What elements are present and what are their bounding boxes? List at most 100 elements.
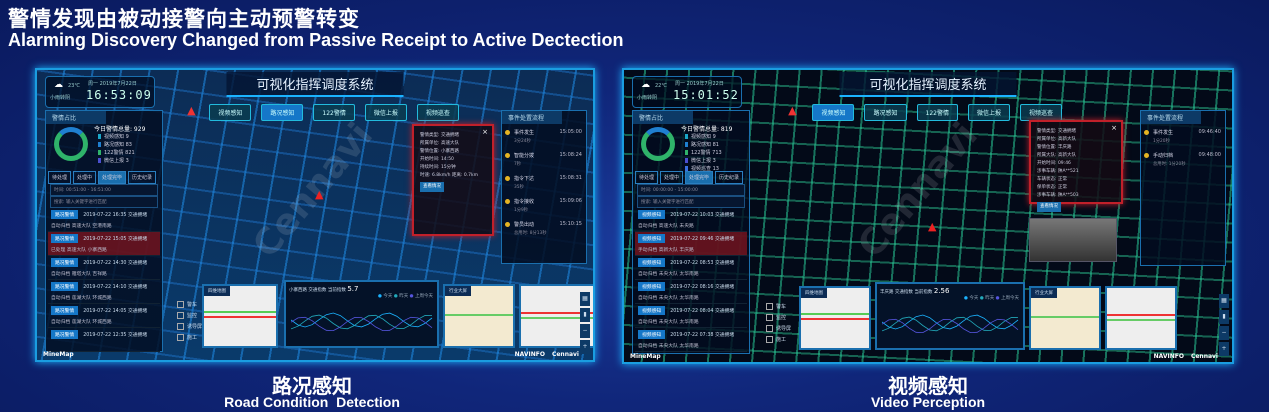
mini-map-navinfo[interactable]: 四维地图 xyxy=(202,284,278,348)
road-line xyxy=(445,314,513,316)
mini-map-industry[interactable]: 行业大屏 xyxy=(1029,286,1101,350)
chart-title: 小寨西路 交通指数 xyxy=(289,288,327,293)
status-tab-2[interactable]: 处理完毕 xyxy=(98,171,127,184)
legend-value: 713 xyxy=(712,150,722,156)
legend-item: 视频巡查 13 xyxy=(685,165,722,173)
road-line xyxy=(521,312,593,314)
layer-1[interactable]: 监控 xyxy=(766,315,786,321)
event-item[interactable]: 视频感知 2019-07-22 09:46 交通拥堵 手动归档 高新大队 丰庆路 xyxy=(635,232,747,256)
event-item[interactable]: 路况警情 2019-07-22 12:35 交通拥堵 xyxy=(48,328,160,352)
warning-icon: ▲ xyxy=(788,104,797,117)
chart-current-label: 当前指数 xyxy=(327,288,346,293)
zoom-out-button[interactable]: − xyxy=(580,324,590,338)
event-row-1: 视频感知 2019-07-22 08:16 交通拥堵 xyxy=(638,282,744,291)
status-tab-0[interactable]: 待处理 xyxy=(635,171,659,184)
event-row-1: 路况警情 2019-07-22 16:35 交通拥堵 xyxy=(51,210,157,219)
event-flow-panel: 事件处置流程 09:46:40 事件发生 1分20秒 09:48:00 手动归档 总用时: … xyxy=(1140,110,1226,266)
event-item[interactable]: 视频感知 2019-07-22 08:53 交通拥堵 自动归档 未央大队 太华南路 xyxy=(635,256,747,280)
layer-1[interactable]: 监控 xyxy=(177,313,197,319)
legend-item: 路况感知 81 xyxy=(685,141,722,149)
event-row-1: 路况警情 2019-07-22 14:10 交通拥堵 xyxy=(51,282,157,291)
navinfo-logo: NAVINFO xyxy=(514,351,545,358)
legend-swatch xyxy=(685,150,688,155)
tab-3[interactable]: 微信上报 xyxy=(364,104,407,121)
mini-map-industry[interactable]: 行业大屏 xyxy=(443,284,515,348)
layers-icon[interactable]: ▦ xyxy=(580,292,590,306)
event-item[interactable]: 视频感知 2019-07-22 08:04 交通拥堵 自动归档 未央大队 太华南路 xyxy=(635,304,747,328)
event-item[interactable]: 路况警情 2019-07-22 14:10 交通拥堵 自动归档 莲湖大队 环城西路 xyxy=(48,280,160,304)
time-range-field[interactable]: 时间: 00:51:00 - 16:51:00 xyxy=(50,184,158,196)
layer-2[interactable]: 诱导屏 xyxy=(766,326,791,332)
layers-icon[interactable]: ▦ xyxy=(1219,294,1229,308)
event-item[interactable]: 路况警情 2019-07-22 16:35 交通拥堵自动归档 高速大队 空港南路 xyxy=(48,208,160,232)
legend-item: 微信上报 3 xyxy=(685,157,722,165)
status-tab-1[interactable]: 处理中 xyxy=(73,171,97,184)
popup-line: 所属大队: 高新大队 xyxy=(1037,153,1076,158)
legend-item: 122警情 713 xyxy=(685,149,722,157)
mini-map-navinfo[interactable]: 四维地图 xyxy=(799,286,871,350)
event-item[interactable]: 路况警情 2019-07-22 14:05 交通拥堵 自动归档 莲湖大队 环城西路 xyxy=(48,304,160,328)
popup-line: 所属单位: 高速大队 xyxy=(420,141,459,146)
event-item[interactable]: 视频感知 2019-07-22 10:03 交通拥堵 自动归档 高速大队 未央路 xyxy=(635,208,747,232)
search-input[interactable]: 搜索: 输入关键字进行匹配 xyxy=(637,196,745,208)
legend-item: 微信上报 3 xyxy=(98,157,135,165)
status-tab-3[interactable]: 历史纪录 xyxy=(715,171,744,184)
event-item[interactable]: 路况警情 2019-07-22 15:05 交通拥堵 已处理 高速大队 小寨西路 xyxy=(48,232,160,256)
zoom-in-button[interactable]: + xyxy=(580,340,590,354)
camera-video-feed[interactable] xyxy=(1029,218,1117,262)
alarm-stats-panel: 警情占比 今日警情总量: 929 视频感知 9 路况感知 83 122警情 821 微信上… xyxy=(45,110,163,352)
mini-map-detail[interactable] xyxy=(1105,286,1177,350)
status-tab-3[interactable]: 历史纪录 xyxy=(128,171,157,184)
layer-0[interactable]: 警车 xyxy=(177,302,197,308)
legend-swatch xyxy=(98,158,101,163)
legend-swatch xyxy=(685,158,688,163)
legend-value: 3 xyxy=(125,158,129,164)
time-range-field[interactable]: 时间: 00:00:00 - 15:00:00 xyxy=(637,184,745,196)
tab-2[interactable]: 122警情 xyxy=(916,104,958,121)
layer-0[interactable]: 警车 xyxy=(766,304,786,310)
alarm-marker-icon[interactable]: ▲ xyxy=(315,188,324,201)
close-icon[interactable]: × xyxy=(482,128,488,136)
view-situation-button[interactable]: 查看情况 xyxy=(1037,202,1061,212)
event-detail: 自动归档 高速大队 空港南路 xyxy=(51,224,112,229)
event-item[interactable]: 路况警情 2019-07-22 14:30 交通拥堵 自动归档 雁塔大队 吉祥路 xyxy=(48,256,160,280)
search-input[interactable]: 搜索: 输入关键字进行匹配 xyxy=(50,196,158,208)
event-item[interactable]: 视频感知 2019-07-22 08:16 交通拥堵 自动归档 未央大队 太华南路 xyxy=(635,280,747,304)
view-situation-button[interactable]: 查看情况 xyxy=(420,182,444,192)
flow-step-sub: 总用时: 8分13秒 xyxy=(514,231,547,236)
total-alarms: 今日警情总量: 819 xyxy=(681,126,733,133)
layer-3[interactable]: 施工 xyxy=(177,335,197,341)
tab-3[interactable]: 微信上报 xyxy=(967,104,1010,121)
tab-0[interactable]: 视频感知 xyxy=(812,104,855,121)
legend-value: 9 xyxy=(712,134,716,140)
layer-2[interactable]: 诱导屏 xyxy=(177,324,202,330)
close-icon[interactable]: × xyxy=(1111,124,1117,132)
tab-1[interactable]: 路况感知 xyxy=(261,104,304,121)
event-badge: 视频感知 xyxy=(638,234,666,243)
tab-4[interactable]: 视频巡查 xyxy=(1019,104,1062,121)
mini-map-label: 四维地图 xyxy=(801,288,827,298)
event-item[interactable]: 视频感知 2019-07-22 07:38 交通拥堵 自动归档 未央大队 太华南路 xyxy=(635,328,747,352)
event-time: 2019-07-22 09:46 xyxy=(670,237,714,242)
status-tab-1[interactable]: 处理中 xyxy=(660,171,684,184)
zoom-in-button[interactable]: + xyxy=(1219,342,1229,356)
alarm-marker-icon[interactable]: ▲ xyxy=(928,220,937,233)
tab-2[interactable]: 122警情 xyxy=(313,104,355,121)
traffic-icon[interactable]: ▮ xyxy=(1219,310,1229,324)
tab-1[interactable]: 路况感知 xyxy=(864,104,907,121)
event-type: 交通拥堵 xyxy=(714,261,735,266)
tab-0[interactable]: 视频感知 xyxy=(209,104,252,121)
event-badge: 路况警情 xyxy=(51,258,79,267)
traffic-index-chart: 小寨西路 交通指数 当前指数 5.7 ● 今天 ● 昨天 ● 上周今天 xyxy=(284,280,439,348)
zoom-out-button[interactable]: − xyxy=(1219,326,1229,340)
layer-3[interactable]: 施工 xyxy=(766,337,786,343)
popup-line: 警情位置: 小寨西路 xyxy=(420,149,459,154)
traffic-icon[interactable]: ▮ xyxy=(580,308,590,322)
event-time: 2019-07-22 16:35 xyxy=(83,213,127,218)
tab-4[interactable]: 视频巡查 xyxy=(416,104,459,121)
status-tab-2[interactable]: 处理完毕 xyxy=(685,171,714,184)
cennavi-logo: Cennavi xyxy=(1190,353,1218,360)
event-detail: 手动归档 高新大队 丰庆路 xyxy=(638,248,694,253)
status-tab-0[interactable]: 待处理 xyxy=(48,171,72,184)
legend-item: 视频感知 9 xyxy=(98,133,135,141)
